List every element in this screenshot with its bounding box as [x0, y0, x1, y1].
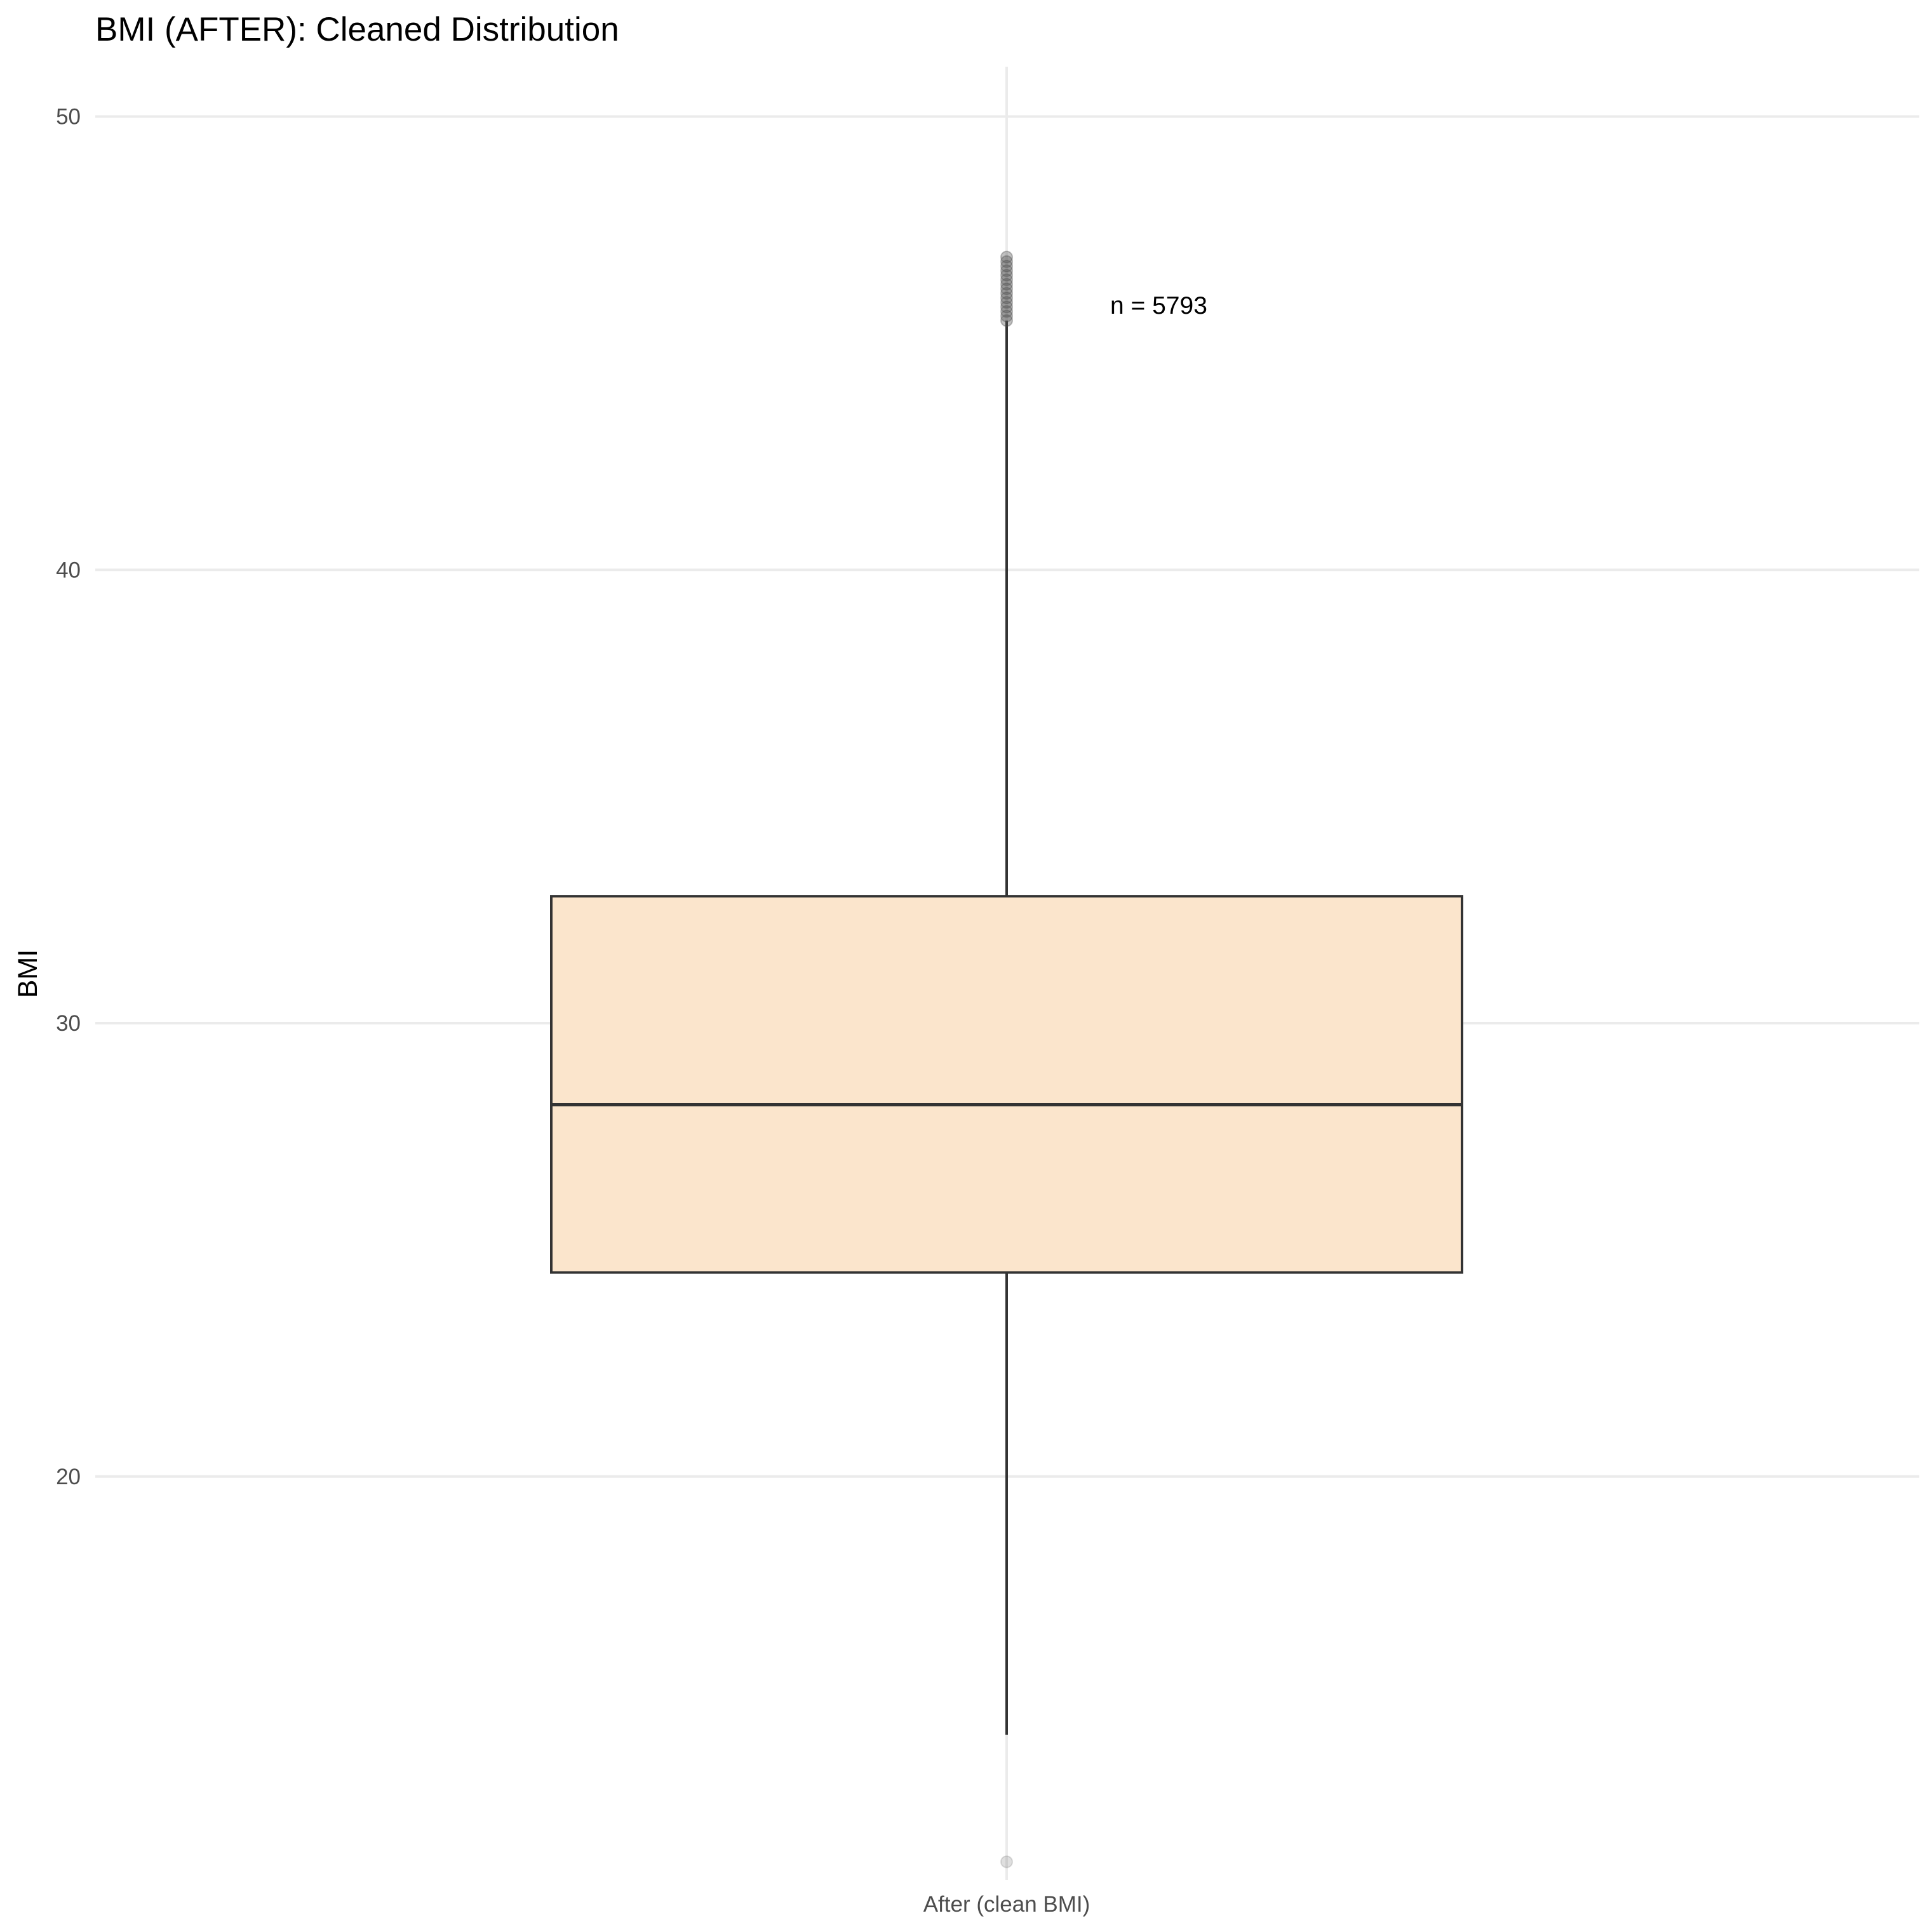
y-axis-title: BMI	[13, 949, 43, 998]
axis-ticks: 20 30 40 50 After (clean BMI)	[56, 105, 1090, 1917]
outlier-point-high-0	[1000, 314, 1013, 327]
outlier-point-high-8	[1000, 278, 1013, 291]
y-tick-label-30: 30	[56, 1011, 81, 1036]
outlier-point-high-11	[1000, 264, 1013, 278]
outlier-point-high-5	[1000, 292, 1013, 305]
outlier-point-high-14	[1000, 250, 1013, 264]
outlier-point-high-13	[1000, 255, 1013, 268]
y-tick-label-20: 20	[56, 1465, 81, 1489]
chart-title: BMI (AFTER): Cleaned Distribution	[95, 11, 619, 48]
outlier-point-high-10	[1000, 269, 1013, 282]
sample-size-annotation: n = 5793	[1110, 292, 1207, 319]
outlier-point-low-0	[1000, 1855, 1013, 1868]
outlier-point-high-6	[1000, 286, 1013, 300]
y-tick-label-50: 50	[56, 105, 81, 130]
outlier-point-high-3	[1000, 300, 1013, 314]
outlier-point-high-12	[1000, 260, 1013, 273]
iqr-box	[550, 895, 1463, 1274]
outlier-point-high-7	[1000, 282, 1013, 295]
y-tick-label-40: 40	[56, 558, 81, 582]
outlier-point-high-9	[1000, 273, 1013, 286]
x-tick-label: After (clean BMI)	[923, 1892, 1090, 1917]
outlier-point-high-4	[1000, 296, 1013, 309]
box-plot-layer	[550, 250, 1463, 1868]
outlier-point-high-1	[1000, 309, 1013, 323]
outlier-point-high-2	[1000, 305, 1013, 318]
